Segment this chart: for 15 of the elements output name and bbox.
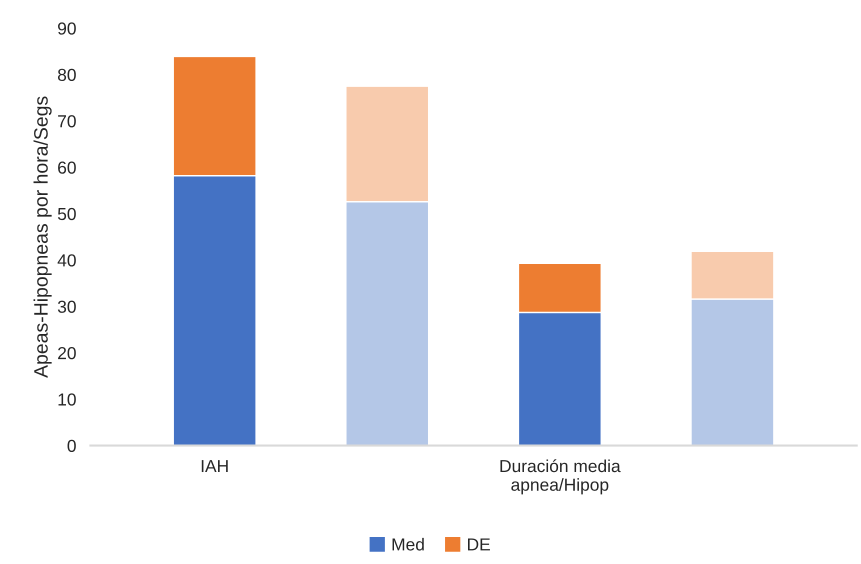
y-tick-label: 40 xyxy=(58,254,76,267)
y-axis-title: Apeas-Hipopneas por hora/Segs xyxy=(34,96,52,378)
y-tick-label: 70 xyxy=(58,115,76,128)
x-tick-label: Duración media apnea/Hipop xyxy=(500,459,621,494)
legend-label: DE xyxy=(468,538,490,550)
legend-label: Med xyxy=(392,538,424,551)
x-tick-label: IAH xyxy=(202,460,228,472)
y-tick-label: 80 xyxy=(58,68,76,82)
y-tick-label: 0 xyxy=(68,440,76,452)
y-tick-label: 20 xyxy=(58,346,76,360)
y-tick-label: 60 xyxy=(58,161,76,174)
y-tick-label: 90 xyxy=(58,22,76,35)
y-tick-label: 30 xyxy=(58,300,76,313)
y-tick-label: 10 xyxy=(58,393,76,406)
y-tick-label: 50 xyxy=(58,208,76,220)
